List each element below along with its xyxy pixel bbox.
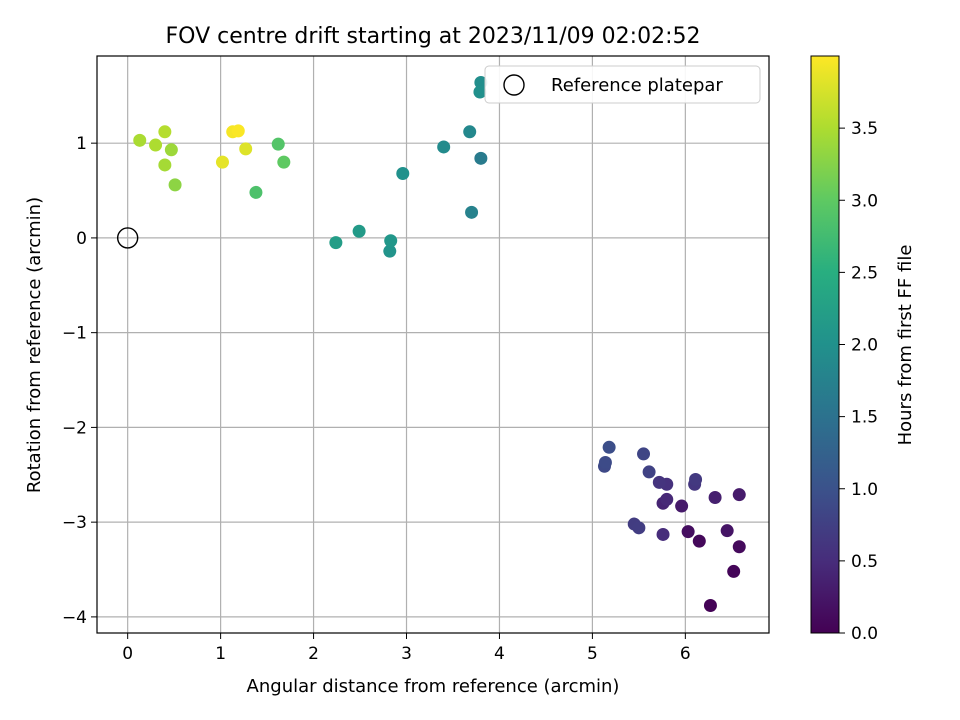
data-point [271, 137, 285, 151]
data-point [465, 205, 479, 219]
y-tick-label: −3 [62, 513, 87, 533]
colorbar-gradient [810, 55, 840, 634]
data-point [133, 133, 147, 147]
data-point [383, 244, 397, 258]
colorbar-tick-label: 3.0 [851, 191, 878, 211]
colorbar-ticks: 0.0 0.5 1.0 1.5 2.0 2.5 3.0 3.5 [839, 119, 878, 644]
y-tick-label: −1 [62, 324, 87, 344]
data-point [703, 599, 717, 613]
data-point [396, 166, 410, 180]
colorbar-tick-label: 0.5 [851, 552, 878, 572]
data-point [164, 143, 178, 157]
data-point [215, 155, 229, 169]
x-tick-label: 0 [122, 644, 133, 664]
legend: Reference platepar [484, 65, 761, 104]
data-point [727, 564, 741, 578]
data-point [474, 151, 488, 165]
y-axis-ticks: −4 −3 −2 −1 0 1 [62, 134, 97, 628]
data-point [732, 540, 746, 554]
colorbar-tick-label: 1.0 [851, 480, 878, 500]
data-point [231, 124, 245, 138]
data-point [708, 491, 722, 505]
colorbar-tick-label: 1.5 [851, 408, 878, 428]
data-point [637, 447, 651, 461]
data-point [656, 527, 670, 541]
data-point [720, 524, 734, 538]
data-point [652, 475, 666, 489]
y-tick-label: 1 [76, 134, 87, 154]
data-point [732, 488, 746, 502]
data-point [602, 440, 616, 454]
colorbar-label: Hours from first FF file [895, 245, 916, 446]
y-tick-label: −4 [62, 608, 87, 628]
data-point [675, 499, 689, 513]
data-point [149, 138, 163, 152]
colorbar-tick-label: 0.0 [851, 624, 878, 644]
x-tick-label: 1 [215, 644, 226, 664]
data-point [352, 224, 366, 238]
data-point [692, 534, 706, 548]
data-point [277, 155, 291, 169]
data-point [474, 76, 488, 90]
data-points [133, 76, 746, 613]
data-point [239, 142, 253, 156]
legend-reference-label: Reference platepar [551, 75, 723, 96]
data-point [158, 125, 172, 139]
y-tick-label: 0 [76, 229, 87, 249]
data-point [681, 525, 695, 539]
data-point [249, 185, 263, 199]
y-tick-label: −2 [62, 418, 87, 438]
plot-frame [96, 55, 770, 634]
data-point [384, 234, 398, 248]
x-tick-label: 6 [680, 644, 691, 664]
colorbar-tick-label: 2.5 [851, 263, 878, 283]
reference-platepar-marker [116, 227, 139, 249]
x-tick-label: 4 [494, 644, 505, 664]
x-tick-label: 2 [308, 644, 319, 664]
x-tick-label: 3 [401, 644, 412, 664]
legend-box [484, 65, 761, 104]
data-point [437, 140, 451, 154]
data-point [168, 178, 182, 192]
x-axis-label: Angular distance from reference (arcmin) [247, 676, 620, 697]
colorbar-tick-label: 3.5 [851, 119, 878, 139]
colorbar: 0.0 0.5 1.0 1.5 2.0 2.5 3.0 3.5 Hours from firs… [810, 55, 916, 644]
colorbar-tick-label: 2.0 [851, 336, 878, 356]
grid [97, 56, 769, 633]
chart-title: FOV centre drift starting at 2023/11/09 … [166, 24, 701, 49]
data-point [689, 473, 703, 487]
data-point [632, 521, 646, 535]
legend-reference-icon [503, 74, 525, 96]
y-axis-label: Rotation from reference (arcmin) [24, 197, 45, 493]
reference-marker [116, 227, 139, 249]
data-point [329, 236, 343, 250]
x-axis-ticks: 0 1 2 3 4 5 6 [122, 633, 691, 664]
data-point [598, 455, 612, 469]
data-point [642, 465, 656, 479]
data-point [473, 85, 487, 99]
x-tick-label: 5 [587, 644, 598, 664]
data-point [158, 158, 172, 172]
data-point [660, 492, 674, 506]
data-point [463, 125, 477, 139]
